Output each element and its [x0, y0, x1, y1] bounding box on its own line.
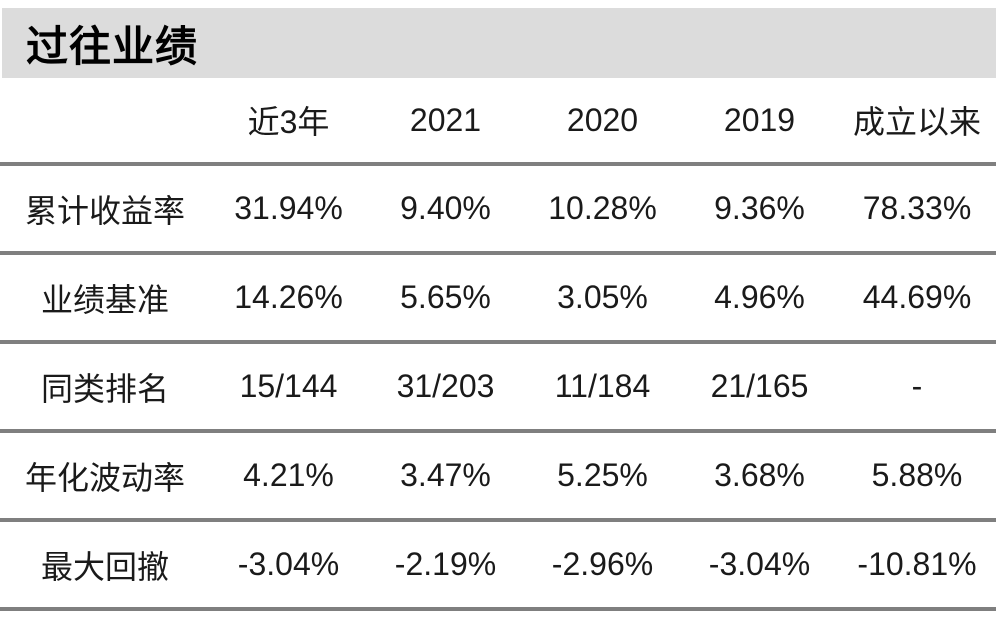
- table-cell: 21/165: [681, 342, 838, 433]
- table-cell: -2.96%: [524, 520, 681, 611]
- row-label-benchmark: 业绩基准: [0, 253, 210, 344]
- table-cell: 11/184: [524, 342, 681, 433]
- column-header-2019: 2019: [681, 78, 838, 166]
- performance-table: 近3年 2021 2020 2019 成立以来 累计收益率 31.94% 9.4…: [0, 78, 996, 611]
- table-cell: 15/144: [210, 342, 367, 433]
- table-cell: 3.05%: [524, 253, 681, 344]
- row-label-peer-ranking: 同类排名: [0, 342, 210, 433]
- table-cell: 31/203: [367, 342, 524, 433]
- table-cell: -: [838, 342, 996, 433]
- table-header-row: 近3年 2021 2020 2019 成立以来: [0, 78, 996, 166]
- table-row-peer-ranking: 同类排名 15/144 31/203 11/184 21/165 -: [0, 342, 996, 433]
- table-cell: 44.69%: [838, 253, 996, 344]
- row-label-cumulative-return: 累计收益率: [0, 164, 210, 255]
- column-header-blank: [0, 78, 210, 166]
- table-cell: 14.26%: [210, 253, 367, 344]
- table-cell: 9.36%: [681, 164, 838, 255]
- table-row-annualized-volatility: 年化波动率 4.21% 3.47% 5.25% 3.68% 5.88%: [0, 431, 996, 522]
- table-cell: -3.04%: [210, 520, 367, 611]
- table-row-cumulative-return: 累计收益率 31.94% 9.40% 10.28% 9.36% 78.33%: [0, 164, 996, 255]
- table-cell: 3.47%: [367, 431, 524, 522]
- column-header-since-inception: 成立以来: [838, 78, 996, 166]
- table-cell: 4.21%: [210, 431, 367, 522]
- row-label-annualized-volatility: 年化波动率: [0, 431, 210, 522]
- panel-title-bar: 过往业绩: [2, 8, 996, 78]
- table-row-max-drawdown: 最大回撤 -3.04% -2.19% -2.96% -3.04% -10.81%: [0, 520, 996, 611]
- column-header-2021: 2021: [367, 78, 524, 166]
- table-cell: 5.65%: [367, 253, 524, 344]
- table-cell: 5.88%: [838, 431, 996, 522]
- table-row-benchmark: 业绩基准 14.26% 5.65% 3.05% 4.96% 44.69%: [0, 253, 996, 344]
- table-cell: -10.81%: [838, 520, 996, 611]
- table-cell: 10.28%: [524, 164, 681, 255]
- table-cell: -2.19%: [367, 520, 524, 611]
- column-header-2020: 2020: [524, 78, 681, 166]
- column-header-recent-3y: 近3年: [210, 78, 367, 166]
- table-cell: 31.94%: [210, 164, 367, 255]
- table-cell: 78.33%: [838, 164, 996, 255]
- table-cell: 9.40%: [367, 164, 524, 255]
- table-cell: 4.96%: [681, 253, 838, 344]
- table-cell: 3.68%: [681, 431, 838, 522]
- panel-title: 过往业绩: [26, 22, 199, 70]
- past-performance-panel: 过往业绩 近3年 2021 2020 2019 成立以来 累计收益率 31.94: [0, 8, 996, 611]
- table-cell: 5.25%: [524, 431, 681, 522]
- table-cell: -3.04%: [681, 520, 838, 611]
- row-label-max-drawdown: 最大回撤: [0, 520, 210, 611]
